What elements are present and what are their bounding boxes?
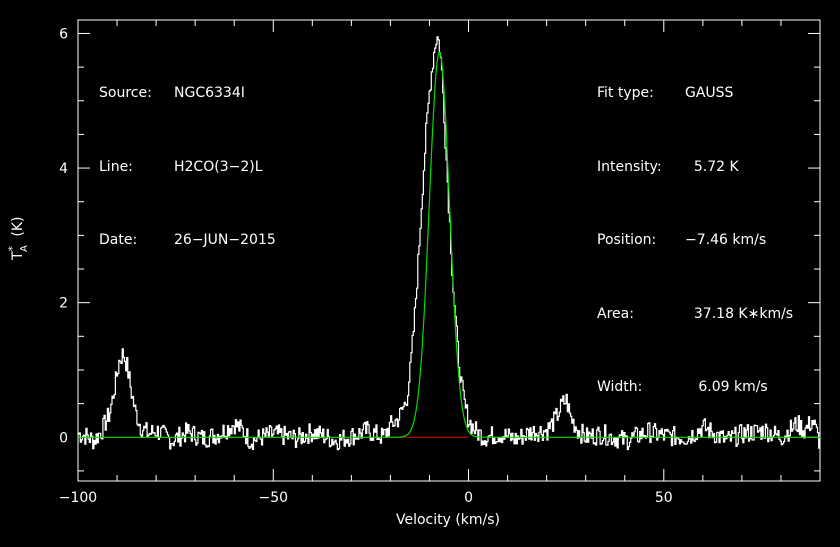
- y-tick-label: 2: [59, 296, 68, 312]
- info-row-source: Source: NGC6334I: [99, 81, 276, 106]
- spectrum-line: [78, 36, 821, 451]
- fit-row-intensity: Intensity: 5.72 K: [597, 155, 793, 180]
- fit-row-area: Area: 37.18 K∗km/s: [597, 302, 793, 327]
- fit-value: −7.46 km/s: [685, 232, 767, 248]
- fit-value: 5.72 K: [685, 158, 739, 175]
- info-value: 26−JUN−2015: [174, 232, 276, 248]
- info-row-line: Line: H2CO(3−2)L: [99, 155, 276, 180]
- info-key: Line:: [99, 158, 133, 175]
- fit-row-width: Width: 6.09 km/s: [597, 375, 793, 400]
- y-axis-label-sub: A: [19, 245, 30, 252]
- fit-key: Intensity:: [597, 158, 662, 175]
- x-tick-label: −100: [59, 490, 97, 506]
- x-tick-label: −50: [258, 490, 288, 506]
- fit-key: Fit type:: [597, 85, 654, 101]
- fit-key: Position:: [597, 232, 657, 248]
- fit-row-type: Fit type: GAUSS: [597, 81, 793, 106]
- fit-value: GAUSS: [685, 85, 734, 101]
- x-tick-label: 0: [464, 490, 473, 506]
- plot-axes: [77, 19, 821, 482]
- fit-row-position: Position: −7.46 km/s: [597, 228, 793, 253]
- fit-key: Area:: [597, 305, 634, 322]
- y-tick-label: 4: [59, 161, 68, 177]
- gaussian-fit-line: [78, 51, 820, 438]
- y-axis-label-sup: *: [6, 245, 19, 252]
- info-value: H2CO(3−2)L: [174, 158, 263, 175]
- y-axis-label-unit: (K): [10, 216, 26, 237]
- info-key: Date:: [99, 232, 138, 248]
- y-tick-label: 6: [59, 26, 68, 42]
- y-axis-label-main: T: [10, 251, 26, 260]
- fit-info-right: Fit type: GAUSS Intensity: 5.72 K Positio…: [597, 32, 793, 424]
- x-axis-label: Velocity (km/s): [396, 512, 500, 528]
- fit-key: Width:: [597, 379, 643, 395]
- fit-value: 6.09 km/s: [685, 379, 768, 395]
- tick-labels: −100 −50 0 50 0 2 4 6: [59, 26, 673, 506]
- fit-value: 37.18 K∗km/s: [685, 305, 794, 322]
- plot-frame: [77, 19, 821, 482]
- info-row-date: Date: 26−JUN−2015: [99, 228, 276, 253]
- info-key: Source:: [99, 85, 152, 101]
- y-tick-label: 0: [59, 430, 68, 446]
- info-value: NGC6334I: [174, 85, 245, 101]
- y-axis-label: T*A (K): [6, 216, 30, 260]
- header-info-left: Source: NGC6334I Line: H2CO(3−2)L Date: 26−…: [99, 32, 276, 277]
- x-tick-label: 50: [655, 490, 673, 506]
- data-layer: [78, 36, 821, 451]
- axis-ticks: [77, 20, 821, 481]
